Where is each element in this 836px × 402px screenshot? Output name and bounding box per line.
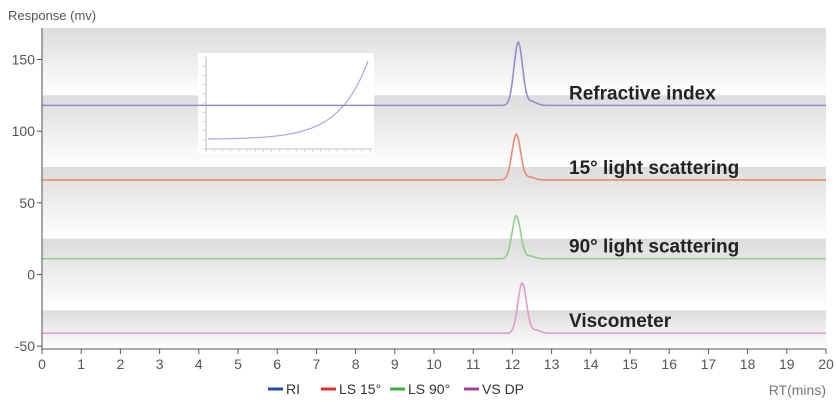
x-tick-label: 19	[779, 356, 795, 372]
series-line-ls-15	[42, 132, 826, 181]
series-annotation: Refractive index	[569, 83, 716, 104]
x-tick-label: 0	[38, 356, 46, 372]
y-axis-title: Response (mv)	[8, 8, 96, 23]
y-tick-label: 50	[19, 195, 35, 211]
x-tick-label: 8	[352, 356, 360, 372]
x-tick-label: 3	[156, 356, 164, 372]
inset-plot	[198, 53, 374, 153]
inset-curve	[208, 60, 369, 140]
series-lines	[42, 40, 826, 335]
x-tick-label: 16	[661, 356, 677, 372]
background-bands	[42, 28, 826, 349]
x-tick-label: 5	[234, 356, 242, 372]
x-tick-label: 10	[426, 356, 442, 372]
series-annotation: 15° light scattering	[569, 158, 739, 179]
background-band	[42, 95, 826, 168]
series-line-ls-90	[42, 214, 826, 260]
series-line-ri	[42, 40, 826, 107]
y-tick-label: 0	[27, 266, 35, 282]
background-band	[42, 310, 826, 349]
series-annotation: 90° light scattering	[569, 237, 739, 258]
x-tick-label: 1	[77, 356, 85, 372]
x-tick-label: 14	[583, 356, 599, 372]
y-tick-label: 150	[12, 52, 36, 68]
legend: RI LS 15° LS 90° VS DP	[268, 381, 524, 397]
series-annotations: Refractive index 15° light scattering 90° …	[569, 83, 739, 332]
x-axis-title: RT(mins)	[769, 382, 826, 398]
legend-label: VS DP	[482, 381, 524, 397]
x-tick-label: 7	[313, 356, 321, 372]
y-tick-label: -50	[15, 338, 35, 354]
legend-label: RI	[286, 381, 300, 397]
background-band	[42, 28, 826, 96]
x-tick-label: 2	[117, 356, 125, 372]
y-tick-label: 100	[12, 123, 36, 139]
x-tick-label: 15	[622, 356, 638, 372]
x-tick-label: 4	[195, 356, 203, 372]
background-band	[42, 167, 826, 239]
series-line-vs-dp	[42, 281, 826, 335]
x-tick-label: 17	[701, 356, 717, 372]
x-tick-label: 13	[544, 356, 560, 372]
legend-label: LS 15°	[339, 381, 381, 397]
legend-label: LS 90°	[408, 381, 450, 397]
x-ticks: 0 1 2 3 4 5 6 7 8 9 10 11 12 13 14 15 16 17 18 19 20	[38, 349, 834, 372]
x-tick-label: 9	[391, 356, 399, 372]
x-tick-label: 12	[505, 356, 521, 372]
background-band	[42, 238, 826, 311]
inset-frame	[198, 53, 374, 153]
x-tick-label: 20	[818, 356, 834, 372]
series-annotation: Viscometer	[569, 311, 672, 332]
x-tick-label: 18	[740, 356, 756, 372]
y-ticks: -50 0 50 100 150	[12, 52, 42, 354]
x-tick-label: 11	[466, 356, 481, 372]
x-tick-label: 6	[273, 356, 281, 372]
